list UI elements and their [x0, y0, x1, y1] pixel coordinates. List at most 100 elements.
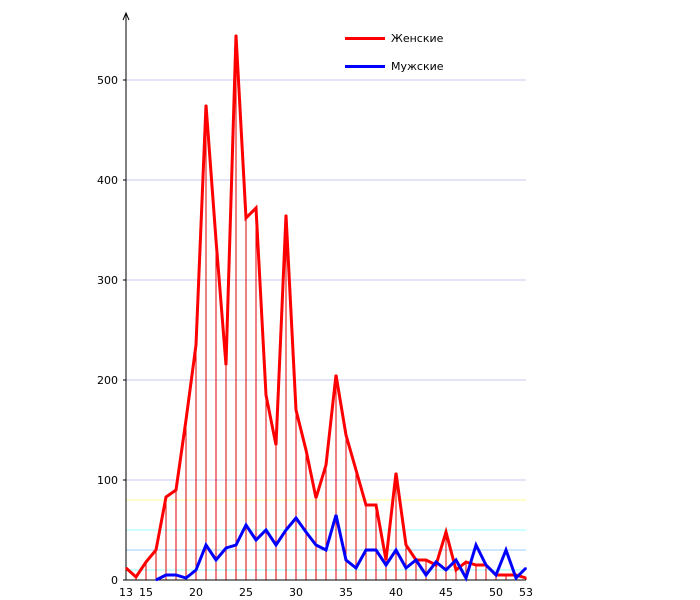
point-0-41	[405, 544, 407, 546]
point-1-35	[345, 559, 347, 561]
y-tick-label-500: 500	[97, 74, 118, 87]
y-tick-label-300: 300	[97, 274, 118, 287]
point-0-33	[325, 464, 327, 466]
point-1-29	[285, 529, 287, 531]
x-tick-label-35: 35	[339, 586, 353, 599]
point-1-49	[485, 564, 487, 566]
point-1-27	[265, 529, 267, 531]
point-0-16	[155, 549, 157, 551]
point-1-52	[515, 577, 517, 579]
legend-swatch-female	[345, 36, 385, 40]
point-1-21	[205, 544, 207, 546]
point-1-17	[165, 574, 167, 576]
point-1-47	[465, 577, 467, 579]
y-tick-label-200: 200	[97, 374, 118, 387]
point-1-22	[215, 559, 217, 561]
point-0-17	[165, 496, 167, 498]
x-tick-label-53: 53	[519, 586, 533, 599]
series-line-1	[155, 514, 528, 582]
point-1-50	[495, 574, 497, 576]
point-0-29	[285, 214, 287, 216]
point-1-36	[355, 567, 357, 569]
x-tick-label-25: 25	[239, 586, 253, 599]
point-0-46	[455, 569, 457, 571]
point-0-26	[255, 207, 257, 209]
legend-label-male: Мужские	[391, 59, 444, 73]
chart-ticks: 0 100 200 300 400 500 13 15 20 25 30 35 40 45 50 53	[97, 74, 533, 599]
chart-legend: Женские Мужские	[345, 24, 485, 80]
point-0-28	[275, 444, 277, 446]
point-1-43	[425, 574, 427, 576]
point-1-28	[275, 544, 277, 546]
x-tick-label-20: 20	[189, 586, 203, 599]
x-tick-label-30: 30	[289, 586, 303, 599]
point-1-48	[475, 544, 477, 546]
point-1-41	[405, 567, 407, 569]
point-0-35	[345, 434, 347, 436]
point-1-51	[505, 549, 507, 551]
point-0-40	[395, 472, 397, 474]
point-1-19	[185, 577, 187, 579]
chart-series	[124, 34, 528, 582]
point-0-18	[175, 489, 177, 491]
point-1-44	[435, 561, 437, 563]
point-1-37	[365, 549, 367, 551]
point-1-18	[175, 574, 177, 576]
legend-item-male: Мужские	[345, 52, 485, 80]
point-1-23	[225, 547, 227, 549]
point-0-24	[235, 34, 237, 36]
point-0-30	[295, 409, 297, 411]
point-0-21	[205, 104, 207, 106]
point-1-46	[455, 559, 457, 561]
point-0-51	[505, 574, 507, 576]
x-tick-label-50: 50	[489, 586, 503, 599]
y-tick-label-100: 100	[97, 474, 118, 487]
y-tick-label-400: 400	[97, 174, 118, 187]
legend-item-female: Женские	[345, 24, 485, 52]
point-0-27	[265, 394, 267, 396]
point-1-26	[255, 539, 257, 541]
point-0-38	[375, 504, 377, 506]
point-1-16	[155, 579, 157, 581]
point-0-19	[185, 419, 187, 421]
point-1-30	[295, 517, 297, 519]
x-tick-label-40: 40	[389, 586, 403, 599]
point-1-32	[315, 544, 317, 546]
point-0-15	[145, 561, 147, 563]
point-1-20	[195, 569, 197, 571]
point-1-34	[335, 514, 337, 516]
point-1-33	[325, 549, 327, 551]
point-1-39	[385, 564, 387, 566]
point-1-31	[305, 531, 307, 533]
x-tick-label-13: 13	[119, 586, 133, 599]
x-tick-label-15: 15	[139, 586, 153, 599]
point-0-48	[475, 564, 477, 566]
point-1-40	[395, 549, 397, 551]
legend-label-female: Женские	[391, 31, 444, 45]
legend-swatch-male	[345, 64, 385, 68]
point-0-13	[125, 567, 127, 569]
point-0-43	[425, 559, 427, 561]
point-0-34	[335, 374, 337, 376]
point-1-53	[525, 567, 527, 569]
point-0-22	[215, 239, 217, 241]
red-drop-lines	[125, 35, 527, 580]
point-0-32	[315, 497, 317, 499]
point-0-45	[445, 531, 447, 533]
y-axis-arrow	[122, 11, 130, 21]
point-0-53	[525, 577, 527, 579]
x-tick-label-45: 45	[439, 586, 453, 599]
point-1-24	[235, 544, 237, 546]
point-1-38	[375, 549, 377, 551]
point-1-42	[415, 559, 417, 561]
point-0-37	[365, 504, 367, 506]
y-tick-label-0: 0	[111, 574, 118, 587]
point-1-25	[245, 524, 247, 526]
chart-axes	[122, 11, 526, 581]
point-0-47	[465, 561, 467, 563]
point-1-45	[445, 569, 447, 571]
point-0-39	[385, 559, 387, 561]
point-0-31	[305, 449, 307, 451]
point-0-14	[135, 576, 137, 578]
